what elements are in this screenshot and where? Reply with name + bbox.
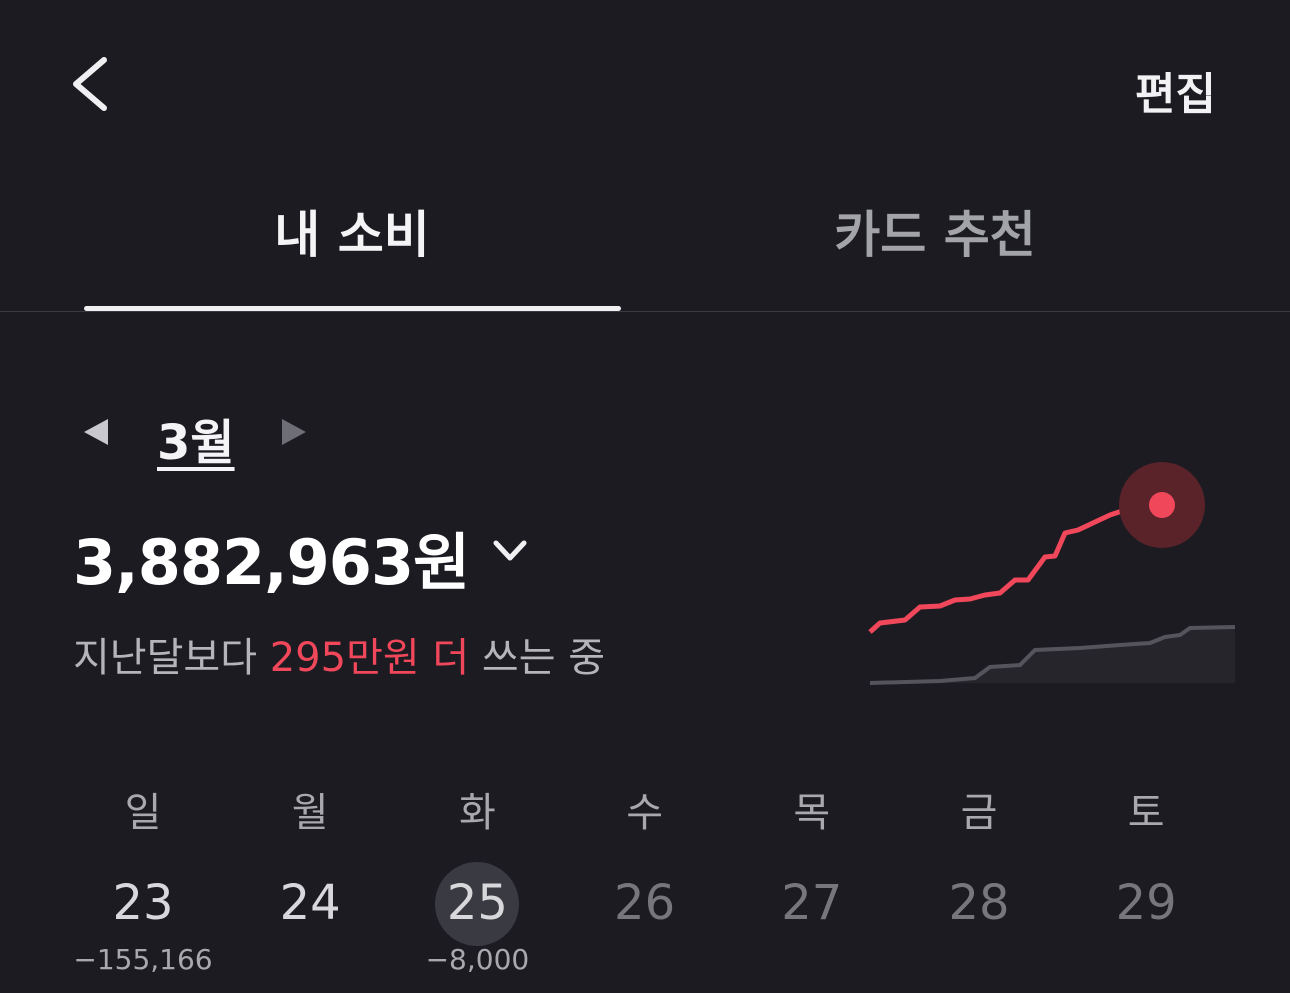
weekday-label: 일: [124, 790, 162, 836]
dropdown-icon[interactable]: [493, 540, 527, 561]
date[interactable]: 29: [1115, 875, 1177, 931]
sparkline-last-month: [869, 625, 1236, 685]
divider: [0, 311, 1290, 312]
back-icon[interactable]: [73, 57, 107, 111]
comparison-suffix: 쓰는 중: [481, 635, 606, 681]
current-dot: [1149, 492, 1175, 518]
date[interactable]: 25: [446, 875, 508, 931]
next-month-icon[interactable]: [282, 419, 306, 445]
date[interactable]: 23: [112, 875, 174, 931]
tab[interactable]: 카드 추천: [834, 206, 1036, 264]
date[interactable]: 26: [614, 875, 676, 931]
comparison-highlight: 295만원 더: [269, 635, 470, 681]
date[interactable]: 27: [781, 875, 843, 931]
weekday-label: 목: [793, 790, 831, 836]
month-label[interactable]: 3월: [157, 415, 235, 471]
tab-indicator: [84, 306, 621, 311]
tab[interactable]: 내 소비: [274, 206, 430, 264]
weekday-label: 수: [626, 790, 663, 836]
sparkline-area: [870, 627, 1235, 683]
prev-month-icon[interactable]: [84, 419, 108, 445]
day-amount: −155,166: [73, 943, 213, 976]
date[interactable]: 24: [279, 875, 341, 931]
date[interactable]: 28: [948, 875, 1010, 931]
weekday-label: 화: [458, 790, 496, 836]
edit-button[interactable]: 편집: [1135, 69, 1216, 120]
weekday-label: 금: [960, 790, 998, 836]
sparkline-this-month: [868, 502, 1162, 634]
weekday-label: 토: [1127, 790, 1165, 836]
comparison-prefix: 지난달보다: [73, 635, 257, 681]
total-amount[interactable]: 3,882,963원: [73, 526, 470, 599]
day-amount: −8,000: [425, 943, 530, 976]
today-marker: [435, 862, 519, 946]
weekday-label: 월: [291, 790, 329, 836]
comparison: 지난달보다 295만원 더 쓰는 중: [73, 625, 605, 683]
